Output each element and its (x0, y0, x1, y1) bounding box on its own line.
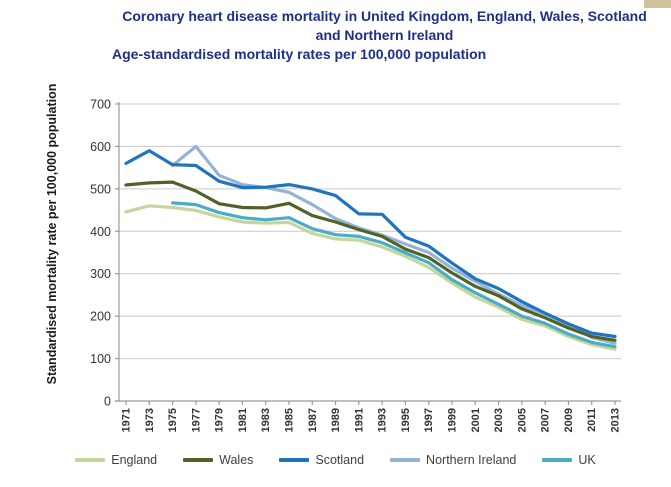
x-tick-label-1997: 1997 (423, 408, 435, 432)
legend-item-wales: Wales (183, 453, 253, 467)
series-line-england (124, 204, 617, 351)
x-tick-label-2007: 2007 (540, 408, 552, 432)
x-tick-label-1993: 1993 (377, 408, 389, 432)
x-tick-label-1987: 1987 (307, 408, 319, 432)
legend-label-england: England (111, 453, 158, 467)
x-tick-label-1981: 1981 (237, 408, 249, 432)
chart-legend: England Wales Scotland Northern Ireland UK (0, 453, 671, 467)
y-tick-label-100: 100 (90, 352, 111, 366)
legend-label-northern-ireland: Northern Ireland (426, 453, 517, 467)
x-tick-label-1995: 1995 (400, 408, 412, 432)
x-tick-label-2011: 2011 (586, 408, 598, 432)
x-tick-label-1975: 1975 (167, 408, 179, 432)
x-tick-label-1977: 1977 (190, 408, 202, 432)
x-tick-label-2005: 2005 (516, 408, 528, 432)
x-tick-label-1983: 1983 (260, 408, 272, 432)
chart-subtitle: Age-standardised mortality rates per 100… (112, 46, 487, 62)
x-tick-label-1985: 1985 (284, 408, 296, 432)
y-tick-label-600: 600 (90, 140, 111, 154)
chart-title: Coronary heart disease mortality in Unit… (122, 8, 647, 43)
x-tick-label-2013: 2013 (610, 408, 622, 432)
x-tick-label-1999: 1999 (447, 408, 459, 432)
series-line-scotland (124, 149, 617, 339)
scan-corner-artifact (644, 0, 671, 8)
series-line-uk (171, 201, 617, 349)
y-tick-label-500: 500 (90, 182, 111, 196)
legend-swatch-wales (183, 458, 214, 462)
legend-swatch-uk (542, 458, 573, 462)
legend-swatch-scotland (279, 458, 310, 462)
x-tick-label-2009: 2009 (563, 408, 575, 432)
x-tick-label-1991: 1991 (353, 408, 365, 432)
legend-item-england: England (75, 453, 157, 467)
x-tick-label-1973: 1973 (144, 408, 156, 432)
x-tick-label-1989: 1989 (330, 408, 342, 432)
y-tick-label-400: 400 (90, 225, 111, 239)
legend-item-scotland: Scotland (279, 453, 364, 467)
series-line-wales (124, 180, 617, 342)
title-block: Coronary heart disease mortality in Unit… (112, 7, 657, 64)
legend-label-wales: Wales (219, 453, 254, 467)
y-tick-label-700: 700 (90, 98, 111, 112)
legend-item-northern-ireland: Northern Ireland (390, 453, 516, 467)
y-tick-label-300: 300 (90, 267, 111, 281)
x-tick-label-1971: 1971 (121, 408, 133, 432)
legend-label-scotland: Scotland (315, 453, 365, 467)
x-tick-label-1979: 1979 (214, 408, 226, 432)
legend-item-uk: UK (542, 453, 596, 467)
y-tick-label-200: 200 (90, 310, 111, 324)
y-tick-label-0: 0 (104, 395, 111, 409)
legend-label-uk: UK (578, 453, 596, 467)
legend-swatch-england (75, 458, 106, 462)
legend-swatch-northern-ireland (390, 458, 421, 462)
x-tick-label-2001: 2001 (470, 408, 482, 432)
x-tick-label-2003: 2003 (493, 408, 505, 432)
